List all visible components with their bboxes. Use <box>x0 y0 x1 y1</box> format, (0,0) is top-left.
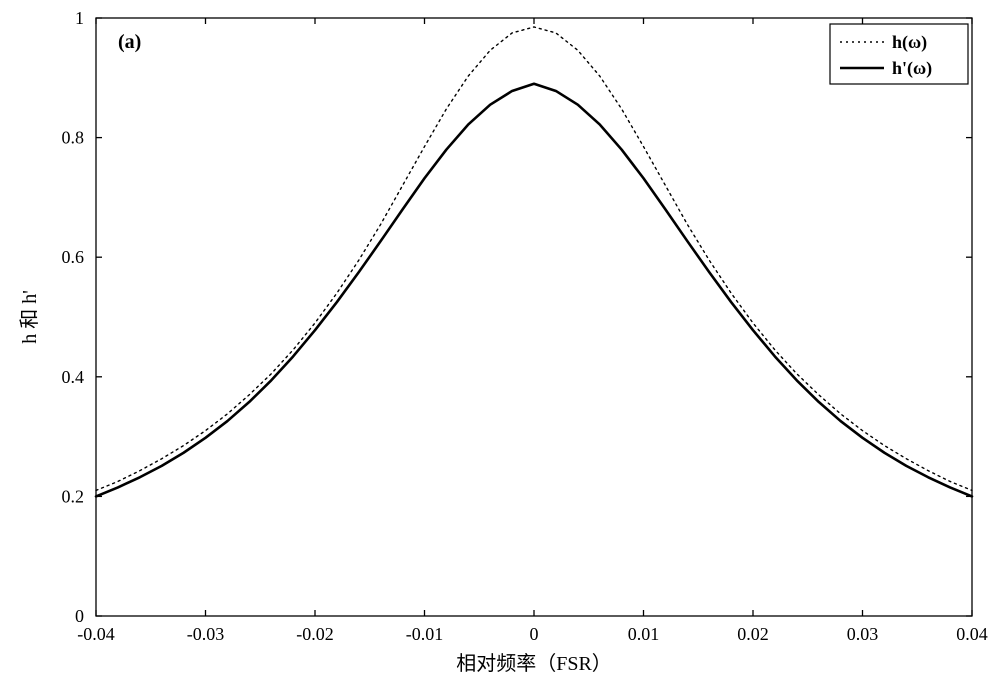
y-tick-label: 0.6 <box>62 247 85 267</box>
x-tick-label: -0.04 <box>77 624 115 644</box>
series-h'(ω) <box>96 84 972 497</box>
x-tick-label: 0.01 <box>628 624 660 644</box>
x-tick-label: -0.01 <box>406 624 444 644</box>
line-chart: -0.04 -0.03 -0.02 -0.01 0 0.01 0.02 0.03 0.04 0 0.… <box>0 0 1000 693</box>
y-axis-label: h 和 h' <box>18 290 41 344</box>
y-tick-label: 0.2 <box>62 486 85 506</box>
x-axis-label: 相对频率（FSR） <box>456 652 612 675</box>
x-tick-label: -0.02 <box>296 624 334 644</box>
plot-border <box>96 18 972 616</box>
y-tick-label: 0.8 <box>62 128 85 148</box>
chart-container: { "chart": { "type": "line", "panel_labe… <box>0 0 1000 693</box>
x-tick-label: 0 <box>530 624 539 644</box>
x-tick-label: -0.03 <box>187 624 225 644</box>
x-tick-label: 0.03 <box>847 624 879 644</box>
panel-label: (a) <box>118 31 141 53</box>
legend-label: h'(ω) <box>892 58 932 79</box>
legend-label: h(ω) <box>892 32 927 53</box>
y-tick-label: 1 <box>75 8 84 28</box>
x-tick-label: 0.04 <box>956 624 988 644</box>
y-tick-label: 0 <box>75 606 84 626</box>
x-tick-label: 0.02 <box>737 624 769 644</box>
y-tick-label: 0.4 <box>62 367 85 387</box>
